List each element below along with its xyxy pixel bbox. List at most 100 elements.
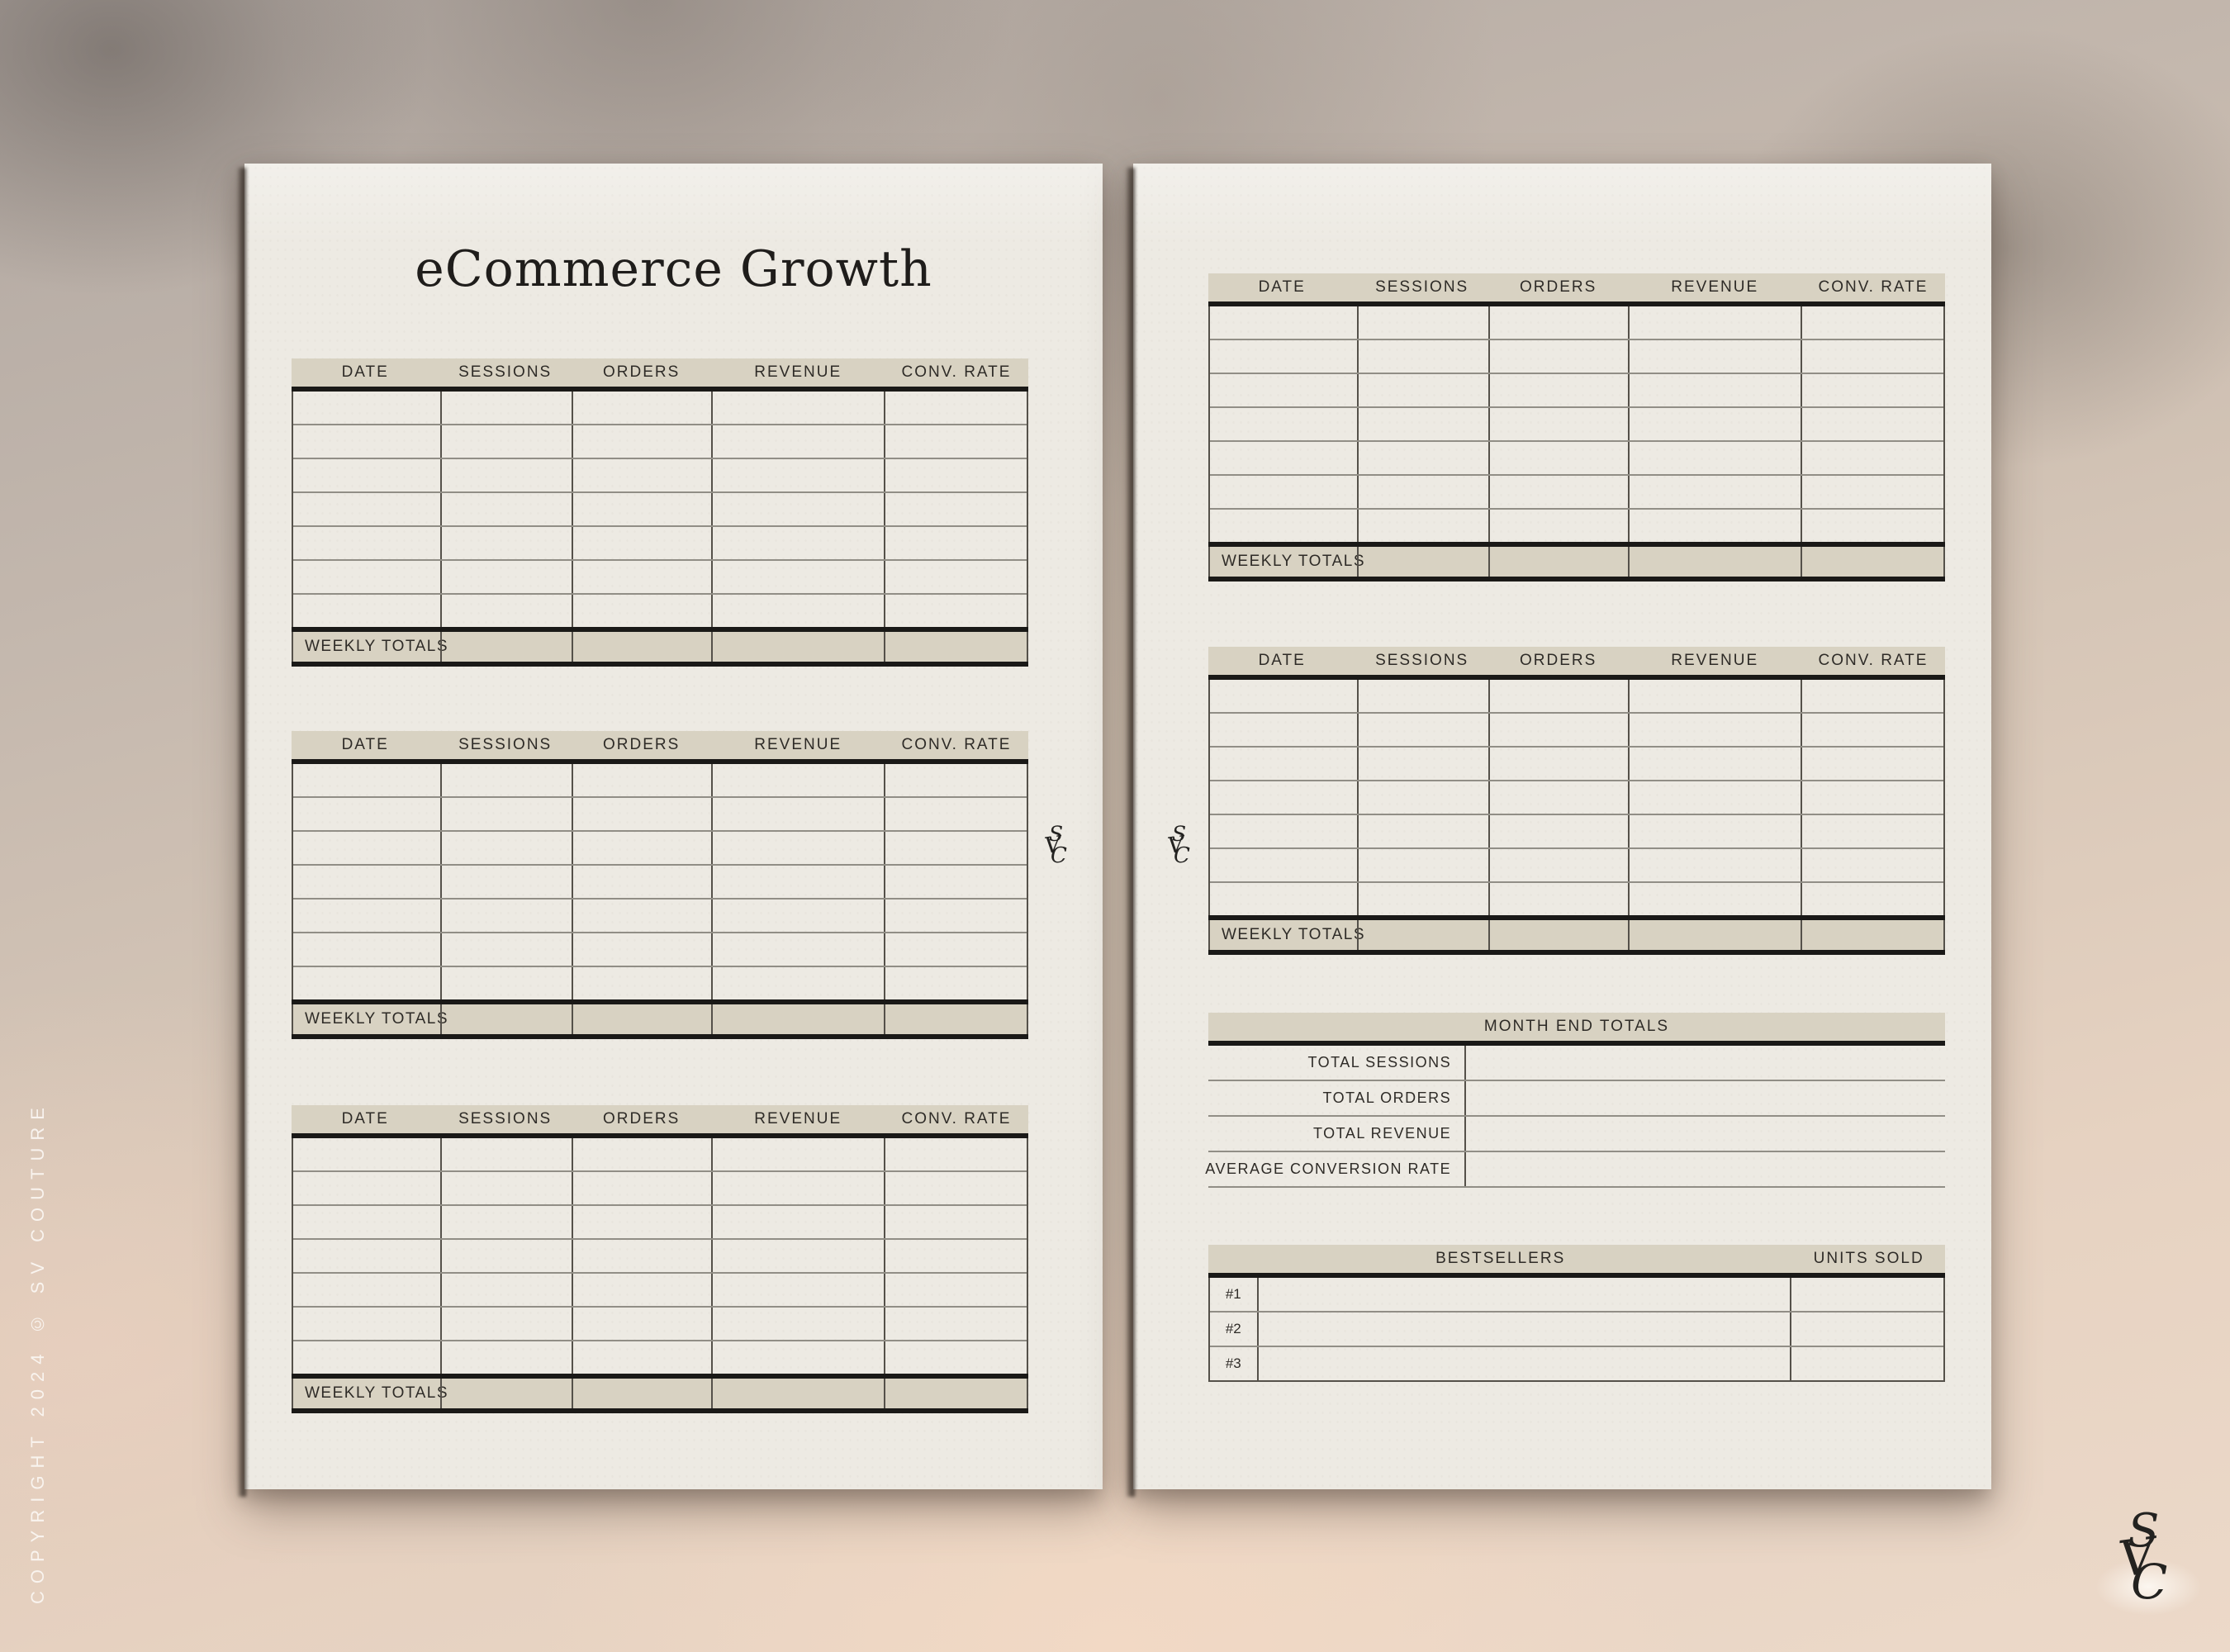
empty-cell bbox=[1488, 883, 1628, 915]
empty-cell bbox=[572, 527, 711, 559]
empty-cell bbox=[1488, 781, 1628, 814]
empty-cell bbox=[439, 493, 572, 525]
empty-cell bbox=[1210, 815, 1357, 847]
column-header-conv-rate: CONV. RATE bbox=[901, 1110, 1012, 1127]
empty-cell bbox=[1488, 714, 1628, 746]
empty-cell bbox=[1488, 748, 1628, 780]
table-row bbox=[1210, 340, 1943, 374]
bestsellers-table: BESTSELLERS UNITS SOLD #1 #2 #3 bbox=[1208, 1245, 1945, 1382]
empty-cell bbox=[572, 933, 711, 966]
table-rule bbox=[292, 662, 1028, 667]
empty-cell bbox=[1800, 920, 1943, 950]
empty-cell bbox=[1356, 510, 1489, 542]
table-body bbox=[1208, 306, 1945, 542]
empty-cell bbox=[572, 561, 711, 593]
empty-cell bbox=[1488, 340, 1628, 373]
empty-cell bbox=[1800, 680, 1943, 712]
column-header-revenue: REVENUE bbox=[754, 363, 842, 381]
table-row bbox=[293, 561, 1027, 595]
empty-cell bbox=[439, 425, 572, 458]
month-end-totals-title: MONTH END TOTALS bbox=[1483, 1018, 1670, 1035]
empty-cell bbox=[1628, 883, 1801, 915]
table-rule bbox=[292, 1408, 1028, 1413]
empty-cell bbox=[1210, 374, 1357, 406]
table-rule bbox=[292, 999, 1028, 1004]
empty-cell bbox=[1356, 476, 1489, 508]
empty-cell bbox=[572, 764, 711, 796]
month-end-row: TOTAL ORDERS bbox=[1208, 1081, 1945, 1117]
empty-cell bbox=[293, 527, 440, 559]
empty-cell bbox=[1800, 374, 1943, 406]
monogram-letter-c: C bbox=[1051, 843, 1067, 868]
empty-cell bbox=[1210, 849, 1357, 881]
monogram-letter-c: C bbox=[1174, 843, 1190, 868]
empty-cell bbox=[883, 425, 1027, 458]
empty-cell bbox=[293, 425, 440, 458]
table-row bbox=[1210, 883, 1943, 915]
table-row bbox=[1210, 476, 1943, 510]
table-row bbox=[293, 1240, 1027, 1274]
table-row bbox=[293, 1172, 1027, 1206]
month-end-row: AVERAGE CONVERSION RATE bbox=[1205, 1152, 1945, 1188]
column-header-revenue: REVENUE bbox=[754, 1110, 842, 1127]
table-rule bbox=[292, 1034, 1028, 1039]
table-header-row: DATE SESSIONS ORDERS REVENUE CONV. RATE bbox=[292, 731, 1028, 759]
table-row bbox=[1210, 306, 1943, 340]
empty-cell bbox=[572, 632, 711, 662]
monogram-letter-s: S bbox=[1049, 822, 1064, 846]
empty-cell bbox=[711, 1172, 884, 1204]
empty-cell bbox=[711, 832, 884, 864]
empty-cell bbox=[1210, 442, 1357, 474]
monogram-letter-s: S bbox=[1172, 822, 1187, 846]
empty-cell bbox=[711, 1379, 884, 1408]
empty-cell bbox=[711, 1240, 884, 1272]
empty-cell bbox=[1259, 1313, 1792, 1346]
empty-cell bbox=[1800, 442, 1943, 474]
empty-cell bbox=[711, 493, 884, 525]
column-header-date: DATE bbox=[341, 736, 389, 753]
empty-cell bbox=[293, 798, 440, 830]
bestseller-row: #2 bbox=[1210, 1313, 1943, 1347]
empty-cell bbox=[1628, 340, 1801, 373]
table-row bbox=[1210, 815, 1943, 849]
empty-cell bbox=[439, 967, 572, 999]
table-rule bbox=[292, 759, 1028, 764]
table-row bbox=[293, 832, 1027, 866]
empty-cell bbox=[293, 1274, 440, 1306]
weekly-table-5: DATE SESSIONS ORDERS REVENUE CONV. RATE WEEKL… bbox=[1208, 647, 1945, 955]
month-end-row: TOTAL SESSIONS bbox=[1208, 1046, 1945, 1081]
weekly-totals-label: WEEKLY TOTALS bbox=[305, 638, 449, 655]
empty-cell bbox=[1356, 340, 1489, 373]
empty-cell bbox=[439, 764, 572, 796]
empty-cell bbox=[572, 866, 711, 898]
empty-cell bbox=[1628, 714, 1801, 746]
empty-cell bbox=[293, 1206, 440, 1238]
weekly-totals-label: WEEKLY TOTALS bbox=[305, 1384, 449, 1402]
table-row bbox=[293, 392, 1027, 425]
empty-cell bbox=[1800, 306, 1943, 339]
empty-cell bbox=[439, 798, 572, 830]
empty-cell bbox=[572, 1206, 711, 1238]
month-end-totals-header: MONTH END TOTALS bbox=[1208, 1013, 1945, 1041]
table-row bbox=[293, 866, 1027, 900]
weekly-table-2: DATE SESSIONS ORDERS REVENUE CONV. RATE WEEKL… bbox=[292, 731, 1028, 1039]
empty-cell bbox=[439, 900, 572, 932]
table-body bbox=[292, 1138, 1028, 1374]
table-row bbox=[1210, 510, 1943, 542]
empty-cell bbox=[439, 1274, 572, 1306]
svc-monogram-right-page: S V C bbox=[1166, 822, 1193, 868]
empty-cell bbox=[439, 632, 572, 662]
empty-cell bbox=[883, 967, 1027, 999]
month-end-label-total-orders: TOTAL ORDERS bbox=[1208, 1081, 1467, 1115]
empty-cell bbox=[711, 561, 884, 593]
month-end-totals-table: MONTH END TOTALS TOTAL SESSIONS TOTAL ORD… bbox=[1205, 1013, 1945, 1188]
column-header-sessions: SESSIONS bbox=[1375, 278, 1469, 296]
empty-cell bbox=[711, 1341, 884, 1374]
empty-cell bbox=[293, 392, 440, 424]
empty-cell bbox=[439, 933, 572, 966]
empty-cell bbox=[883, 493, 1027, 525]
empty-cell bbox=[293, 832, 440, 864]
table-row bbox=[293, 1138, 1027, 1172]
table-row bbox=[293, 798, 1027, 832]
empty-cell bbox=[1356, 748, 1489, 780]
